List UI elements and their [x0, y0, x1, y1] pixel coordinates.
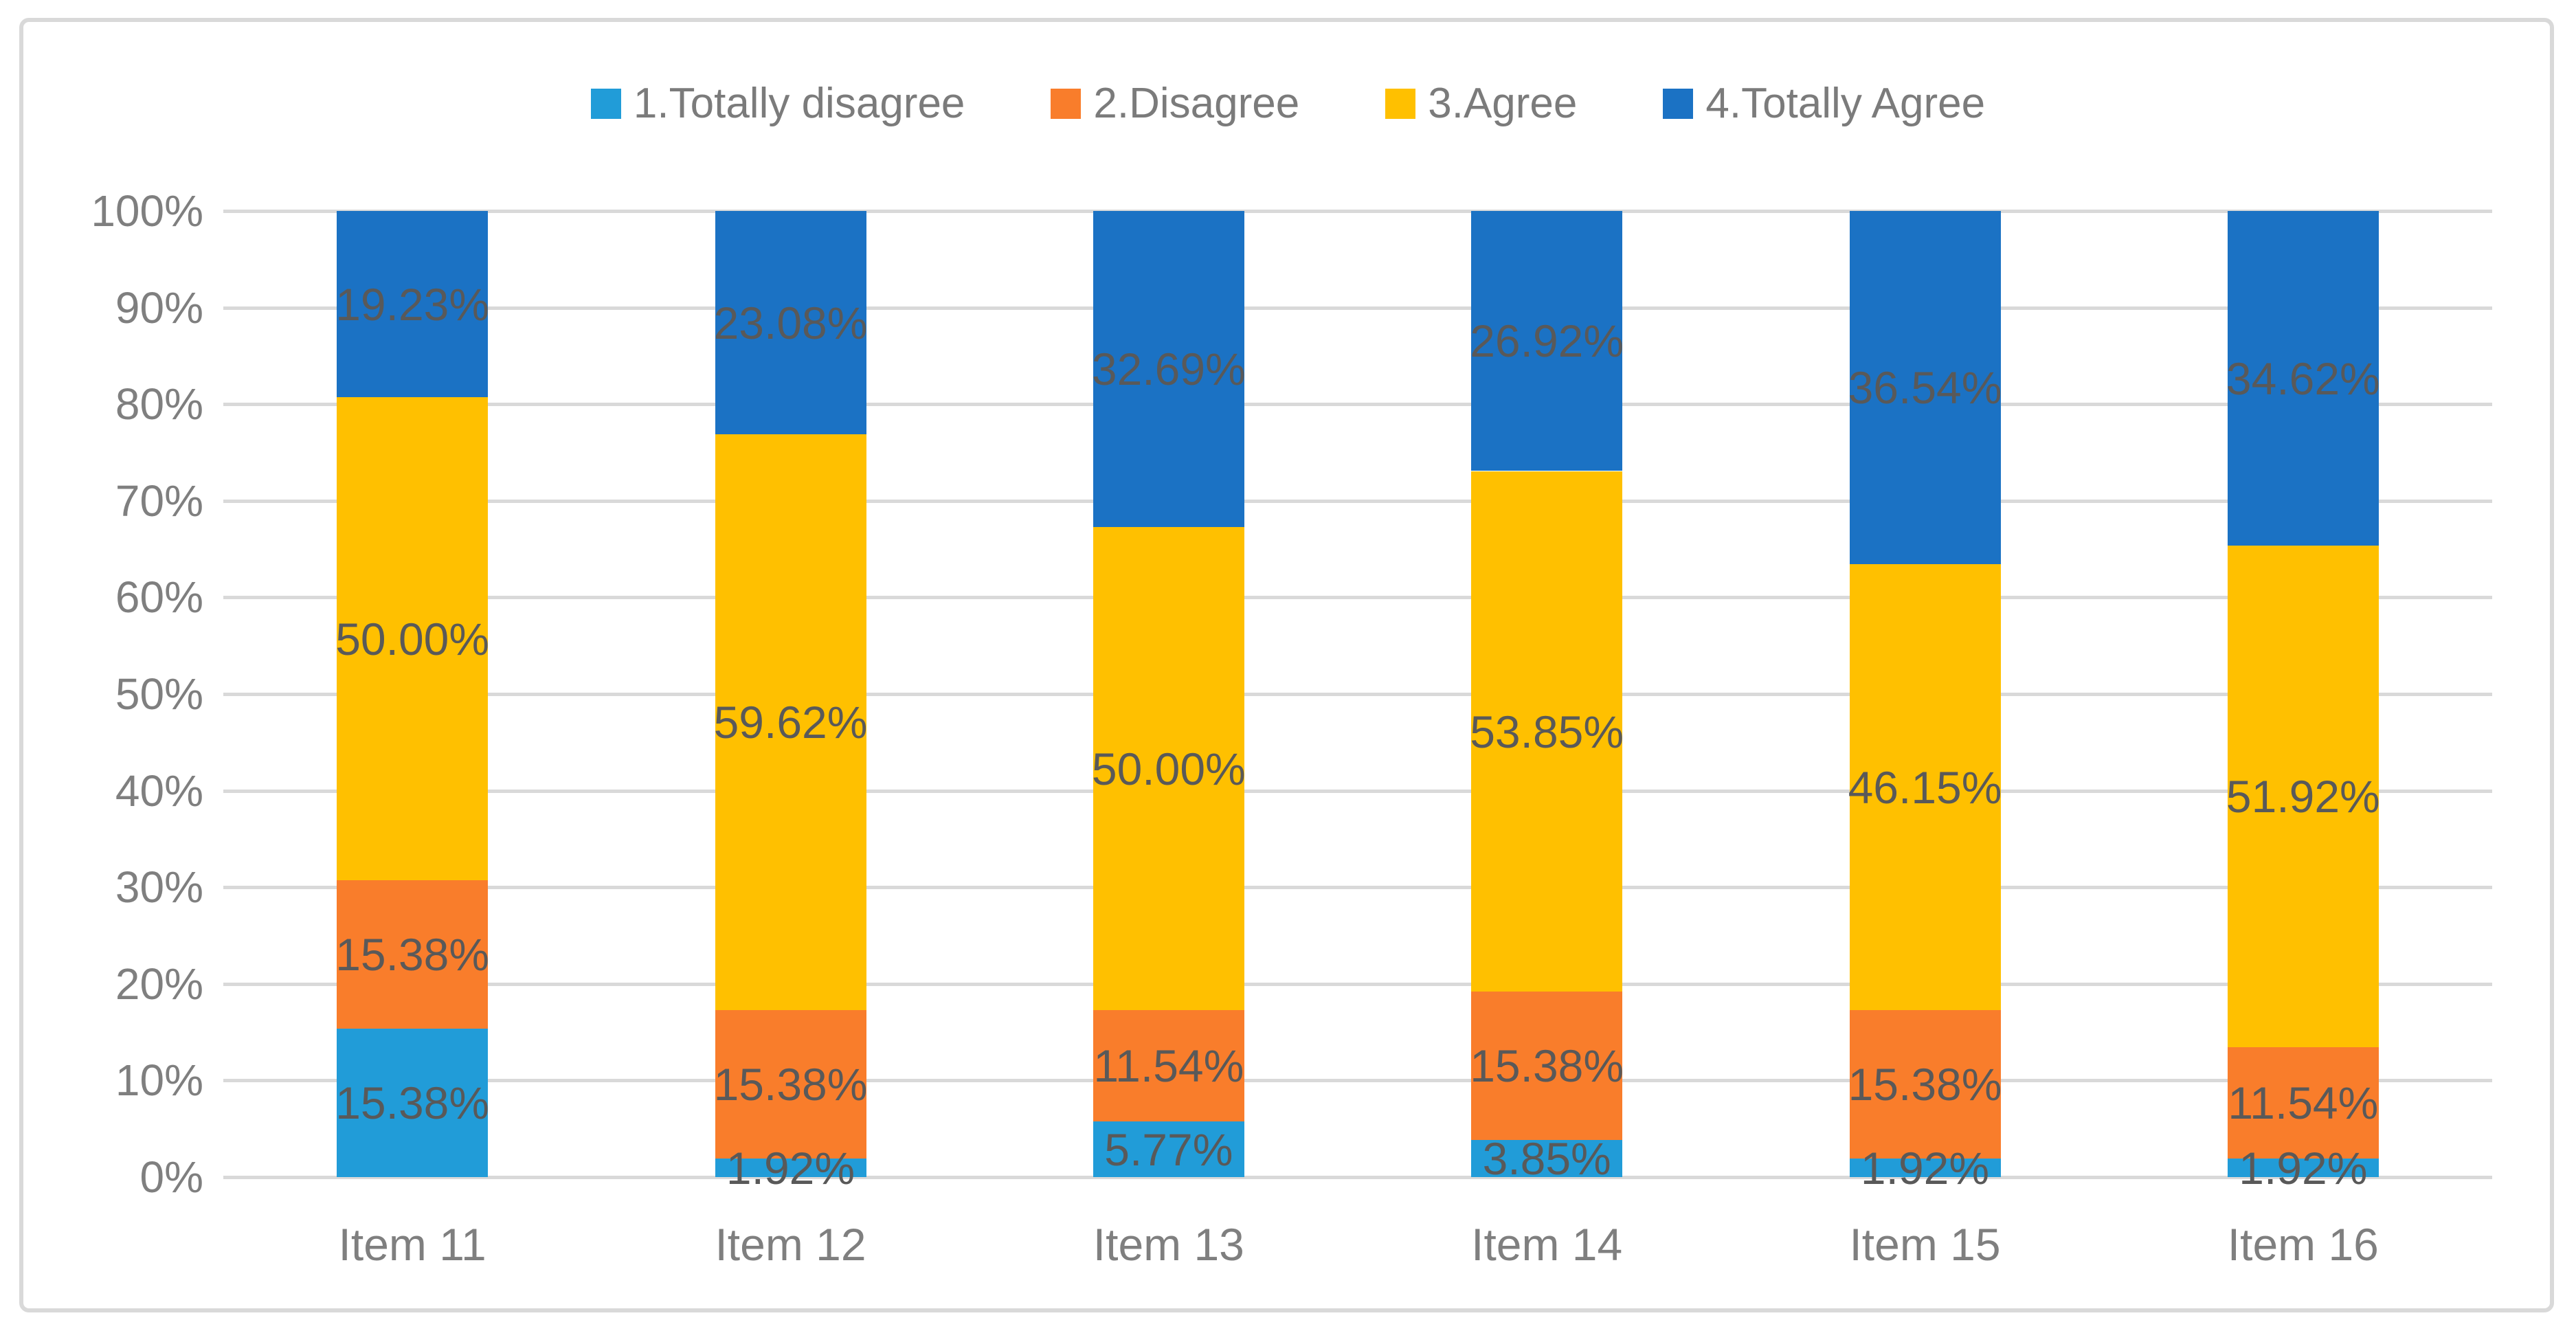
legend-swatch-icon	[1385, 89, 1416, 119]
legend-swatch-icon	[1051, 89, 1082, 119]
gridline	[223, 982, 2492, 986]
segment-series1-item-12: 1.92%	[715, 1145, 866, 1191]
segment-series1-item-14: 3.85%	[1471, 1136, 1623, 1181]
legend: 1.Totally disagree 2.Disagree 3.Agree 4.Tot…	[0, 72, 2576, 135]
gridline	[223, 210, 2492, 213]
x-axis-category-label: Item 13	[1093, 1219, 1244, 1270]
segment-series2-item-13: 11.54%	[1093, 1010, 1244, 1121]
segment-series4-item-11: 19.23%	[335, 211, 490, 397]
bar-item-16: 1.92% 11.54% 51.92% 34.62%	[2226, 211, 2380, 1191]
bar-item-12: 1.92% 15.38% 59.62% 23.08%	[713, 211, 868, 1191]
data-label: 26.92%	[1470, 315, 1624, 366]
segment-series1-item-11: 15.38%	[335, 1029, 490, 1177]
gridline	[223, 789, 2492, 793]
y-axis-tick-label: 50%	[115, 669, 203, 719]
segment-series2-item-16: 11.54%	[2227, 1047, 2379, 1159]
x-axis-category-label: Item 12	[715, 1219, 866, 1270]
segment-series3-item-15: 46.15%	[1848, 564, 2002, 1010]
legend-label: 3.Agree	[1428, 80, 1578, 127]
legend-label: 4.Totally Agree	[1705, 80, 1986, 127]
segment-series4-item-13: 32.69%	[1091, 211, 1246, 527]
segment-series4-item-12: 23.08%	[713, 211, 868, 434]
segment-series1-item-13: 5.77%	[1093, 1121, 1244, 1177]
data-label: 1.92%	[726, 1142, 855, 1194]
gridline	[223, 306, 2492, 310]
y-axis-tick-label: 60%	[115, 572, 203, 623]
legend-item-2: 2.Disagree	[1051, 82, 1299, 125]
gridline	[223, 1079, 2492, 1083]
plot-area: 15.38% 15.38% 50.00% 19.23% 1.92% 15.38% 59.62…	[223, 210, 2492, 1191]
x-axis-category-label: Item 16	[2227, 1219, 2379, 1270]
segment-series3-item-13: 50.00%	[1091, 527, 1246, 1010]
bar-item-15: 1.92% 15.38% 46.15% 36.54%	[1848, 211, 2002, 1191]
data-label: 51.92%	[2226, 771, 2380, 822]
segment-series4-item-16: 34.62%	[2226, 211, 2380, 546]
y-axis-tick-label: 20%	[115, 959, 203, 1009]
x-axis-category-label: Item 11	[338, 1219, 486, 1270]
segment-series3-item-14: 53.85%	[1470, 471, 1624, 992]
data-label: 19.23%	[335, 278, 490, 330]
gridline	[223, 886, 2492, 890]
x-axis-category-label: Item 14	[1471, 1219, 1623, 1270]
legend-swatch-icon	[1663, 89, 1694, 119]
data-label: 50.00%	[335, 613, 490, 664]
segment-series1-item-15: 1.92%	[1849, 1145, 2001, 1191]
data-label: 23.08%	[713, 297, 868, 348]
data-label: 50.00%	[1091, 743, 1246, 794]
segment-series4-item-14: 26.92%	[1470, 211, 1624, 471]
data-label: 32.69%	[1091, 344, 1246, 394]
bar-item-11: 15.38% 15.38% 50.00% 19.23%	[335, 211, 490, 1177]
y-axis-tick-label: 70%	[115, 476, 203, 526]
y-axis-tick-label: 80%	[115, 379, 203, 429]
data-label: 11.54%	[1093, 1040, 1244, 1091]
data-label: 15.38%	[335, 1077, 490, 1128]
legend-item-4: 4.Totally Agree	[1663, 82, 1985, 125]
data-label: 15.38%	[1470, 1040, 1624, 1091]
gridline	[223, 499, 2492, 503]
segment-series3-item-12: 59.62%	[713, 434, 868, 1010]
segment-series2-item-12: 15.38%	[713, 1010, 868, 1159]
segment-series1-item-16: 1.92%	[2227, 1145, 2379, 1191]
segment-series2-item-11: 15.38%	[335, 880, 490, 1029]
data-label: 11.54%	[2228, 1077, 2379, 1128]
data-label: 34.62%	[2226, 353, 2380, 404]
y-axis-tick-label: 90%	[115, 282, 203, 333]
legend-item-3: 3.Agree	[1385, 82, 1577, 125]
gridline	[223, 1176, 2492, 1179]
data-label: 15.38%	[713, 1059, 868, 1110]
segment-series2-item-15: 15.38%	[1848, 1010, 2002, 1159]
segment-series4-item-15: 36.54%	[1848, 211, 2002, 564]
segment-series3-item-16: 51.92%	[2226, 546, 2380, 1047]
data-label: 15.38%	[1848, 1059, 2002, 1110]
data-label: 5.77%	[1104, 1123, 1233, 1175]
bar-item-14: 3.85% 15.38% 53.85% 26.92%	[1470, 211, 1624, 1181]
gridline	[223, 596, 2492, 600]
segment-series2-item-14: 15.38%	[1470, 992, 1624, 1140]
gridline	[223, 693, 2492, 696]
data-label: 1.92%	[2239, 1142, 2368, 1194]
x-axis-category-label: Item 15	[1849, 1219, 2001, 1270]
y-axis-tick-label: 30%	[115, 862, 203, 913]
legend-label: 2.Disagree	[1093, 80, 1300, 127]
segment-series3-item-11: 50.00%	[335, 397, 490, 880]
legend-item-1: 1.Totally disagree	[590, 80, 965, 127]
gridline	[223, 403, 2492, 407]
y-axis-tick-label: 10%	[115, 1055, 203, 1106]
data-label: 46.15%	[1848, 761, 2002, 813]
bar-item-13: 5.77% 11.54% 50.00% 32.69%	[1091, 211, 1246, 1177]
y-axis-tick-label: 100%	[91, 186, 203, 236]
y-axis-tick-label: 0%	[139, 1152, 204, 1202]
legend-label: 1.Totally disagree	[633, 80, 965, 127]
data-label: 1.92%	[1860, 1142, 1990, 1194]
data-label: 15.38%	[335, 929, 490, 980]
data-label: 3.85%	[1482, 1133, 1611, 1184]
data-label: 59.62%	[713, 697, 868, 748]
data-label: 53.85%	[1470, 706, 1624, 757]
data-label: 36.54%	[1848, 362, 2002, 413]
y-axis-tick-label: 40%	[115, 765, 203, 816]
legend-swatch-icon	[590, 89, 621, 119]
